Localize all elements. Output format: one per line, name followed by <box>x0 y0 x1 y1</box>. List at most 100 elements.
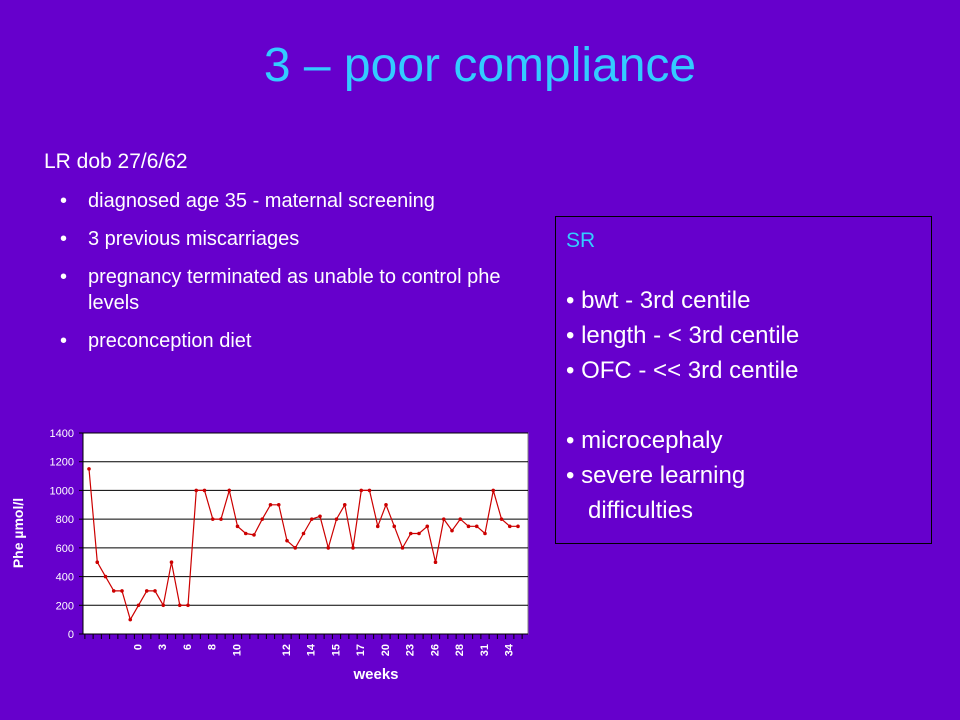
data-point <box>507 524 512 529</box>
data-point <box>243 531 248 536</box>
x-tick-label: 31 <box>479 644 491 656</box>
sr-outcome-box: SR • bwt - 3rd centile • length - < 3rd … <box>555 216 932 544</box>
y-tick-label: 0 <box>68 629 74 641</box>
y-tick-label: 800 <box>56 514 74 526</box>
x-tick-label: 23 <box>405 644 417 656</box>
data-point <box>120 589 124 593</box>
data-point <box>235 524 240 529</box>
history-list: • diagnosed age 35 - maternal screening •… <box>60 188 520 366</box>
data-point <box>326 546 331 550</box>
y-tick-label: 200 <box>56 600 74 612</box>
data-point <box>516 524 520 529</box>
x-tick-label: 20 <box>380 644 392 656</box>
history-item-text: preconception diet <box>88 330 252 352</box>
data-point <box>309 517 314 521</box>
data-point <box>177 603 182 608</box>
y-tick-label: 1000 <box>50 485 74 497</box>
patient-id: LR dob 27/6/62 <box>44 150 188 173</box>
data-point <box>474 524 479 529</box>
history-item-text: pregnancy terminated as unable to contro… <box>88 266 501 314</box>
data-point <box>276 502 281 507</box>
data-point <box>136 603 141 608</box>
data-point <box>194 488 199 493</box>
data-point <box>466 524 471 529</box>
data-point <box>433 560 438 565</box>
data-point <box>351 546 355 550</box>
sr-item: • OFC - << 3rd centile <box>566 357 799 384</box>
x-tick-label: 15 <box>330 644 342 656</box>
data-point <box>169 560 174 565</box>
sr-title: SR <box>566 229 596 252</box>
data-point <box>87 467 91 471</box>
y-tick-label: 400 <box>56 572 74 584</box>
x-tick-label: 3 <box>157 644 169 650</box>
data-point <box>260 517 265 521</box>
data-point <box>483 531 487 536</box>
x-tick-label: 6 <box>182 644 194 650</box>
y-tick-label: 1400 <box>50 428 74 440</box>
x-tick-label: 17 <box>355 644 367 656</box>
data-point <box>227 488 232 493</box>
data-point <box>425 524 430 529</box>
data-point <box>144 589 149 593</box>
data-point <box>334 517 339 521</box>
data-point <box>359 488 364 493</box>
data-point <box>111 589 116 593</box>
bullet-icon: • <box>60 330 68 352</box>
x-tick-label: 34 <box>504 643 516 656</box>
data-point <box>186 603 190 608</box>
data-point <box>301 531 306 536</box>
data-point <box>392 524 397 529</box>
x-tick-label: 10 <box>231 644 243 656</box>
data-point <box>417 531 421 536</box>
history-item-text: diagnosed age 35 - maternal screening <box>88 190 435 212</box>
bullet-icon: • <box>60 190 68 212</box>
data-point <box>491 488 496 493</box>
bullet-icon: • <box>60 266 68 288</box>
sr-item: • microcephaly <box>566 427 723 454</box>
history-item: • preconception diet <box>60 328 520 354</box>
data-point <box>268 502 273 507</box>
history-item-text: 3 previous miscarriages <box>88 228 300 250</box>
data-point <box>285 538 289 543</box>
data-point <box>367 488 372 493</box>
data-point <box>95 560 100 565</box>
data-point <box>384 502 388 507</box>
data-point <box>210 517 215 521</box>
data-point <box>375 524 380 529</box>
x-tick-label: 26 <box>429 644 441 656</box>
bullet-icon: • <box>60 228 68 250</box>
data-point <box>293 546 298 550</box>
data-point <box>161 603 166 608</box>
data-point <box>408 531 413 536</box>
sr-item: • length - < 3rd centile <box>566 322 800 349</box>
history-item: • 3 previous miscarriages <box>60 226 520 252</box>
y-tick-label: 600 <box>56 543 74 555</box>
x-tick-label: 12 <box>281 644 293 656</box>
plot-area <box>82 432 529 635</box>
sr-item: • severe learning <box>566 462 746 489</box>
x-tick-label: 28 <box>454 644 466 656</box>
x-tick-label: 0 <box>132 644 144 650</box>
sr-item: difficulties <box>588 497 693 524</box>
data-point <box>103 574 108 579</box>
data-point <box>342 502 347 507</box>
data-point <box>219 517 223 521</box>
slide-title: 3 – poor compliance <box>263 39 697 92</box>
x-tick-label: 8 <box>207 644 219 650</box>
x-axis-title: weeks <box>352 666 398 683</box>
history-item: • diagnosed age 35 - maternal screening <box>60 188 520 214</box>
data-point <box>441 517 446 521</box>
data-point <box>128 617 133 622</box>
y-axis-title: Phe µmol/l <box>10 498 26 568</box>
data-point <box>153 589 157 593</box>
sr-item: • bwt - 3rd centile <box>566 287 751 314</box>
x-tick-label: 14 <box>306 643 318 656</box>
history-item: • pregnancy terminated as unable to contr… <box>60 264 520 316</box>
data-point <box>252 533 256 537</box>
data-point <box>202 488 207 493</box>
data-point <box>450 528 454 533</box>
data-point <box>400 546 405 550</box>
data-point <box>499 517 504 521</box>
